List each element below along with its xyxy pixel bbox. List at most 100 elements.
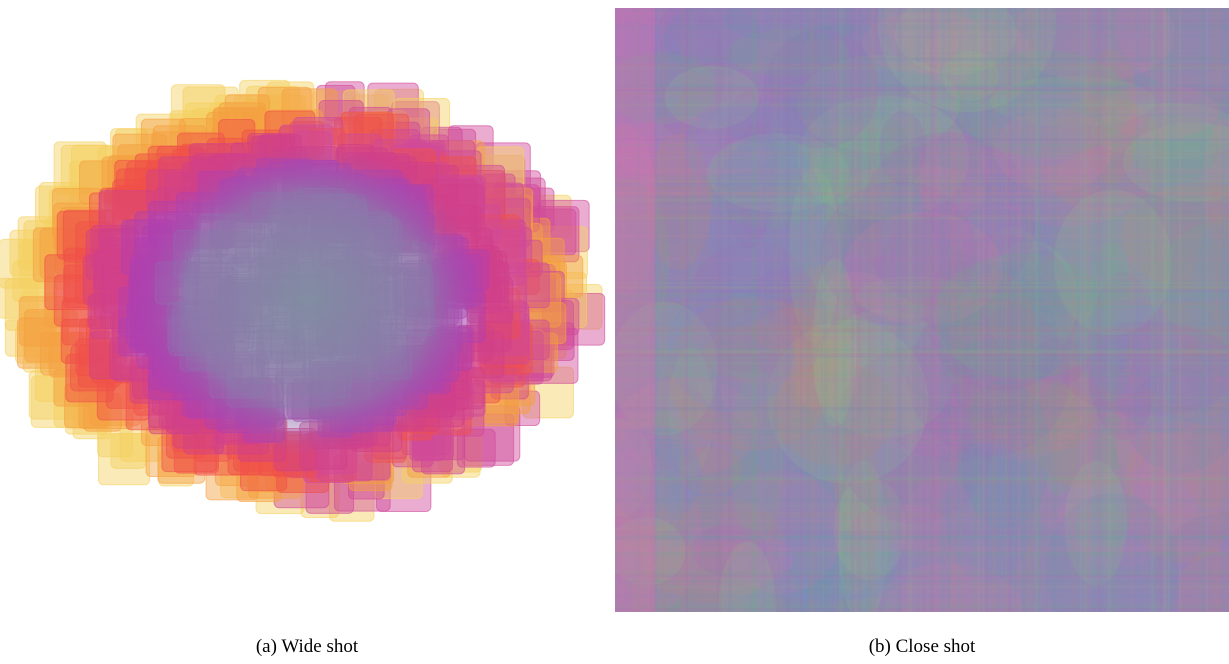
texture-stripe (800, 8, 802, 612)
texture-stripe (615, 89, 1229, 91)
texture-stripe (691, 8, 696, 612)
texture-stripe (1222, 8, 1225, 612)
texture-stripe (960, 8, 962, 612)
texture-stripe (615, 535, 1229, 539)
texture-stripe (615, 12, 1229, 14)
figure: (a) Wide shot (b) Close shot (0, 0, 1229, 664)
texture-stripe (1131, 8, 1132, 612)
texture-stripe (615, 479, 1229, 480)
left-edge-tint (615, 8, 655, 612)
texture-stripe (867, 8, 871, 612)
texture-stripe (923, 8, 925, 612)
texture-stripe (615, 87, 1229, 90)
texture-stripe (824, 8, 827, 612)
texture-stripe (809, 8, 813, 612)
texture-stripe (615, 64, 1229, 67)
texture-stripe (615, 577, 1229, 579)
texture-stripe (615, 152, 1229, 154)
texture-stripe (1226, 8, 1228, 612)
texture-stripe (1044, 8, 1047, 612)
texture-stripe (1071, 8, 1074, 612)
texture-stripe (908, 8, 913, 612)
cluster-core (135, 145, 485, 455)
texture-stripe (659, 8, 660, 612)
texture-stripe (1213, 8, 1217, 612)
texture-stripe (615, 513, 1229, 517)
caption: (b) Close shot (869, 636, 976, 657)
texture-stripe (851, 8, 854, 612)
texture-stripe (615, 362, 1229, 364)
texture-stripe (615, 129, 1229, 131)
texture-stripe (682, 8, 686, 612)
texture-stripe (615, 144, 1229, 146)
texture-stripe (1150, 8, 1154, 612)
texture-stripe (982, 8, 985, 612)
texture-stripe (615, 585, 1229, 586)
texture-stripe (1199, 8, 1202, 612)
texture-stripe (807, 8, 810, 612)
texture-stripe (1107, 8, 1111, 612)
texture-stripe (1156, 8, 1159, 612)
texture-stripe (615, 59, 1229, 62)
texture-stripe (935, 8, 938, 612)
texture-stripe (615, 177, 1229, 179)
texture-stripe (977, 8, 980, 612)
texture-stripe (615, 440, 1229, 444)
texture-stripe (717, 8, 722, 612)
texture-stripe (615, 580, 1229, 582)
texture-stripe (1022, 8, 1026, 612)
texture-stripe (1179, 8, 1181, 612)
texture-stripe (1029, 8, 1031, 612)
texture-stripe (1206, 8, 1208, 612)
texture-stripe (1084, 8, 1087, 612)
texture-stripe (1136, 8, 1139, 612)
texture-stripe (951, 8, 955, 612)
texture-stripe (615, 24, 1229, 25)
texture-stripe (655, 8, 657, 612)
texture-stripe (615, 103, 1229, 106)
texture-stripe (1014, 8, 1016, 612)
texture-stripe (615, 354, 1229, 357)
texture-stripe (1005, 8, 1007, 612)
texture-stripe (615, 327, 1229, 332)
texture-stripe (855, 8, 858, 612)
texture-stripe (997, 8, 1000, 612)
texture-stripe (786, 8, 790, 612)
texture-stripe (947, 8, 950, 612)
texture-stripe (1102, 8, 1103, 612)
texture-stripe (917, 8, 920, 612)
texture-stripe (615, 407, 1229, 412)
texture-stripe (1094, 8, 1096, 612)
texture-stripe (615, 240, 1229, 241)
caption: (a) Wide shot (256, 636, 359, 657)
texture-stripe (972, 8, 976, 612)
texture-stripe (821, 8, 823, 612)
texture-stripe (883, 8, 885, 612)
texture-stripe (615, 277, 1229, 279)
close-shot-image (532, 0, 1229, 664)
texture-stripe (1018, 8, 1021, 612)
texture-stripe (615, 138, 1229, 140)
texture-stripe (1052, 8, 1057, 612)
texture-stripe (899, 8, 901, 612)
texture-stripe (615, 217, 1229, 220)
texture-stripe (1162, 8, 1166, 612)
texture-stripe (724, 8, 726, 612)
texture-stripe (615, 323, 1229, 324)
page: (a) Wide shot (b) Close shot (() => { co… (0, 0, 1229, 664)
texture-stripe (728, 8, 731, 612)
texture-stripe (1088, 8, 1090, 612)
texture-stripe (872, 8, 876, 612)
texture-stripe (780, 8, 782, 612)
texture-stripe (615, 113, 1229, 116)
texture-stripe (1037, 8, 1041, 612)
texture-stripe (760, 8, 764, 612)
texture-stripe (615, 552, 1229, 556)
texture-stripe (1080, 8, 1083, 612)
texture-stripe (1112, 8, 1117, 612)
texture-stripe (615, 447, 1229, 449)
texture-stripe (839, 8, 843, 612)
texture-stripe (752, 8, 756, 612)
texture-stripe (1097, 8, 1101, 612)
texture-stripe (1171, 8, 1175, 612)
